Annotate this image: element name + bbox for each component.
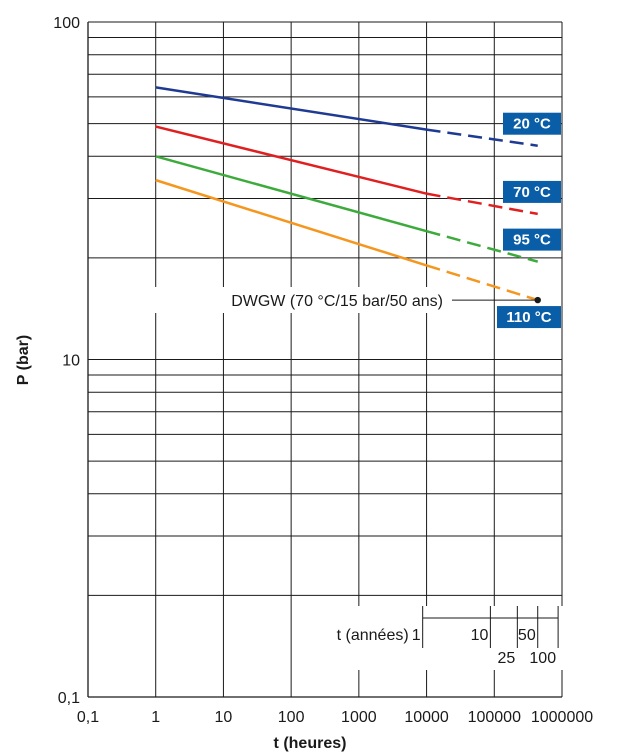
annotation-background — [150, 287, 450, 313]
x-tick-label: 10 — [215, 709, 233, 726]
x-tick-label: 1 — [151, 709, 160, 726]
series-line-solid — [155, 86, 427, 131]
x-tick-label: 0,1 — [77, 709, 99, 726]
x-tick-label: 1000 — [341, 709, 377, 726]
years-axis-title: t (années) — [337, 627, 409, 644]
series-label: 95 °C — [513, 232, 551, 249]
annotation-point — [534, 296, 541, 304]
series-label-box — [503, 180, 561, 203]
years-tick-label: 1 — [412, 627, 421, 644]
years-tick-label: 50 — [518, 627, 536, 644]
series-line-extrapolated — [426, 192, 538, 216]
y-axis-title: P (bar) — [15, 335, 32, 385]
years-tick-label: 25 — [498, 650, 516, 667]
grid-lines — [87, 21, 563, 698]
y-tick-label: 100 — [53, 15, 80, 32]
series-line-solid — [155, 178, 427, 267]
tick-labels: 0,1 1 10 100 1000 10000 100000 1000000 0,1 10 100 — [53, 15, 593, 726]
series-line-extrapolated — [426, 229, 539, 263]
annotation-text: DWGW (70 °C/15 bar/50 ans) — [231, 293, 443, 310]
series-label: 20 °C — [513, 116, 551, 133]
series-labels: 20 °C 70 °C 95 °C 110 °C — [497, 112, 561, 329]
y-tick-label: 10 — [62, 353, 80, 370]
y-tick-label: 0,1 — [58, 690, 80, 707]
series-lines — [155, 86, 539, 302]
series-line-extrapolated — [426, 264, 539, 302]
years-tick-label: 100 — [529, 650, 556, 667]
x-tick-label: 10000 — [404, 709, 449, 726]
series-label: 70 °C — [513, 184, 551, 201]
x-axis-title: t (heures) — [274, 735, 347, 752]
annotation-layer: DWGW (70 °C/15 bar/50 ans) — [150, 287, 541, 313]
x-tick-label: 100000 — [468, 709, 521, 726]
series-label: 110 °C — [506, 309, 551, 326]
series-line-solid — [155, 125, 427, 195]
years-axis-background — [300, 606, 575, 670]
series-label-box — [497, 306, 561, 329]
series-label-box — [503, 228, 561, 251]
series-line-extrapolated — [426, 128, 538, 147]
series-line-solid — [155, 155, 427, 233]
x-tick-label: 1000000 — [531, 709, 593, 726]
x-tick-label: 100 — [278, 709, 305, 726]
years-tick-label: 10 — [471, 627, 489, 644]
series-label-box — [503, 112, 561, 135]
